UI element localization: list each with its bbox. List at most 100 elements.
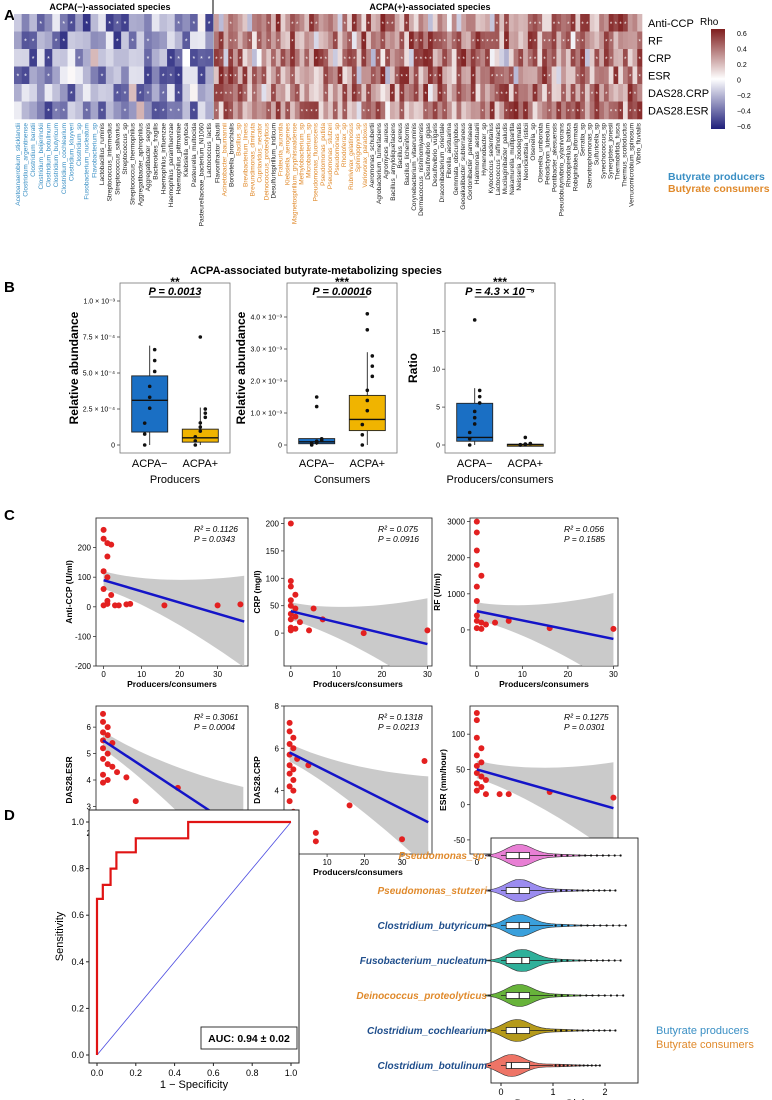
species-label: Robiginitalea_biformata	[572, 123, 579, 192]
y-axis-label: Relative abundance	[234, 311, 248, 424]
heatmap-cell	[447, 31, 453, 50]
data-point	[473, 769, 480, 776]
data-point	[104, 732, 111, 739]
species-label: Klebsiella_oxytoca	[183, 123, 190, 177]
heatmap-cell	[570, 66, 576, 85]
data-point	[108, 591, 115, 598]
heatmap-cell	[508, 31, 514, 50]
heatmap-cell-sig: *	[367, 22, 370, 28]
heatmap-cell	[494, 49, 500, 67]
x-axis-label: Producers/consumers	[499, 679, 589, 689]
heatmap-cell	[174, 66, 183, 85]
heatmap-cell-sig: *	[70, 21, 73, 28]
x-tick-label: 0	[475, 670, 480, 679]
box-point	[193, 443, 198, 447]
heatmap-cell	[428, 66, 434, 85]
heatmap-cell	[361, 31, 367, 50]
heatmap-cell	[461, 84, 467, 102]
x-tick-label: 0	[289, 670, 294, 679]
heatmap-cell	[190, 84, 198, 102]
heatmap-cell	[532, 31, 538, 50]
heatmap-cell-sig: *	[353, 22, 356, 28]
heatmap-cell	[351, 31, 357, 50]
data-point	[104, 750, 111, 757]
heatmap-cell	[542, 49, 548, 67]
heatmap-cell	[470, 49, 476, 67]
heatmap-cell-sig: *	[615, 74, 618, 80]
heatmap-cell	[428, 84, 434, 102]
heatmap-cell-sig: *	[491, 74, 494, 80]
heatmap-cell-sig: *	[429, 57, 432, 63]
box-point	[147, 395, 152, 400]
heatmap-cell-sig: *	[567, 39, 570, 45]
species-label: Dermacoccus_nishinomiyaensis	[418, 122, 425, 216]
x-tick-label: 20	[360, 858, 369, 867]
heatmap-cell	[380, 84, 386, 102]
y-tick-label: 0	[87, 603, 92, 612]
heatmap-cell	[252, 66, 258, 85]
heatmap-cell-sig: *	[363, 39, 366, 45]
x-tick-label: 0.0	[91, 1068, 104, 1078]
heatmap-cell	[451, 49, 457, 67]
heatmap-cell	[242, 66, 248, 85]
heatmap-cell	[59, 31, 68, 50]
heatmap-cell-sig: *	[572, 92, 575, 98]
data-point	[115, 602, 122, 609]
species-label: Pseudomonas_sp	[334, 123, 341, 175]
heatmap-cell	[608, 49, 614, 67]
heatmap-cell-sig: *	[401, 109, 404, 115]
heatmap-cell	[489, 49, 495, 67]
data-point	[108, 541, 115, 548]
heatmap-cell-sig: *	[268, 109, 271, 115]
species-label: Cupriavidus_necator	[257, 122, 264, 182]
data-point	[104, 761, 111, 768]
p-value: P = 0.0213	[378, 722, 419, 732]
heatmap-cell	[518, 84, 524, 102]
species-label: Haemophilus_influenzae	[160, 123, 167, 195]
heatmap-cell	[29, 66, 38, 85]
species-label: Streptococcus_thermophilus	[130, 122, 137, 205]
heatmap-cell	[313, 31, 319, 50]
heatmap-cell	[75, 101, 84, 120]
legend-producers: Butyrate producers	[656, 1025, 749, 1037]
heatmap-cell-sig: *	[244, 74, 247, 80]
heatmap-cell	[82, 49, 91, 67]
species-label: Desulfovibrio_gigas	[425, 122, 432, 179]
heatmap-cell	[584, 66, 590, 85]
heatmap-legend-tick: 0.4	[737, 47, 747, 54]
heatmap-cell	[285, 14, 291, 32]
y-tick-label: 50	[456, 765, 465, 774]
heatmap-cell-sig: *	[486, 57, 489, 63]
heatmap-cell	[561, 84, 567, 102]
heatmap-cell	[190, 49, 198, 67]
heatmap-cell	[561, 31, 567, 50]
heatmap-cell	[389, 31, 396, 50]
heatmap-cell	[318, 14, 324, 32]
heatmap-cell	[342, 31, 348, 50]
y-tick-label: 10	[432, 367, 440, 374]
heatmap-cell	[556, 66, 562, 85]
heatmap-cell	[475, 31, 481, 50]
heatmap-cell	[437, 84, 443, 102]
data-point	[287, 520, 294, 527]
heatmap-cell	[128, 14, 137, 32]
heatmap-cell	[29, 14, 38, 32]
heatmap-cell	[21, 66, 30, 85]
violin-box	[505, 957, 531, 964]
x-tick-label: 30	[398, 858, 407, 867]
heatmap-cell	[342, 49, 348, 67]
y-tick-label: 1.0	[71, 817, 84, 827]
heatmap-cell	[190, 31, 198, 50]
species-label: Nakamurella_multipartita	[509, 123, 516, 195]
scatter-inner	[100, 526, 245, 666]
y-axis-label: DAS28.CRP	[252, 756, 262, 804]
heatmap-cell	[332, 31, 338, 50]
heatmap-cell-sig: *	[377, 57, 380, 63]
x-axis-label: Producers/consumers	[127, 679, 217, 689]
heatmap-cell	[408, 49, 415, 67]
heatmap-cell	[182, 84, 191, 102]
y-tick-label: -50	[453, 836, 465, 845]
heatmap-cell	[285, 66, 291, 85]
y-axis-label: Sensitivity	[54, 911, 66, 961]
species-label: Gemmata_obscuriglobus	[453, 122, 460, 195]
